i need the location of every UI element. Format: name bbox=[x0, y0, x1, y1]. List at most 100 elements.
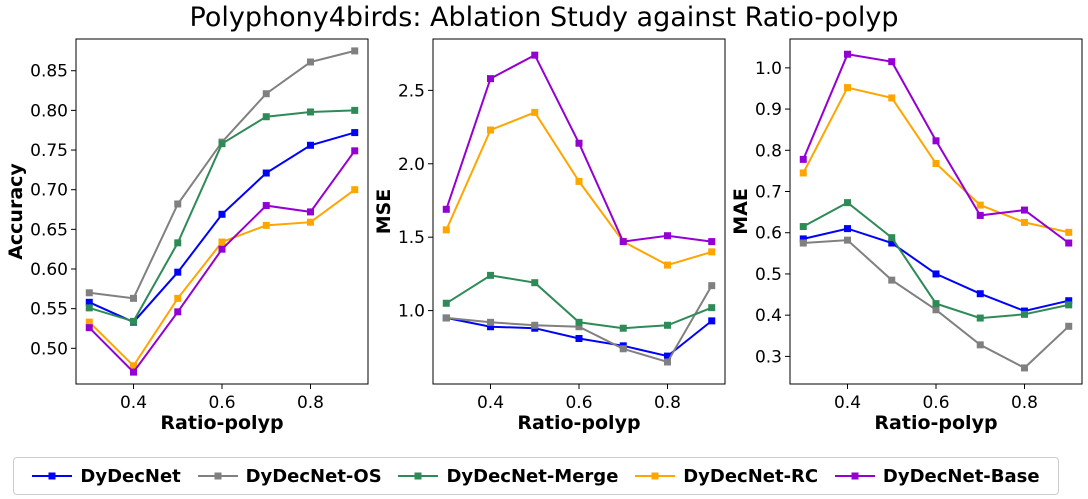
data-point bbox=[306, 108, 314, 116]
data-point bbox=[575, 334, 583, 342]
y-axis-label: Accuracy bbox=[5, 163, 27, 260]
data-point bbox=[799, 169, 807, 177]
y-tick-label: 0.65 bbox=[30, 220, 68, 240]
data-point bbox=[262, 202, 270, 210]
data-point bbox=[844, 84, 852, 92]
y-tick-label: 2.5 bbox=[398, 81, 425, 101]
data-point bbox=[888, 276, 896, 284]
data-point bbox=[351, 47, 359, 55]
data-point bbox=[663, 358, 671, 366]
legend-item: DyDecNet-Merge bbox=[398, 466, 618, 487]
data-point bbox=[932, 300, 940, 308]
legend-swatch bbox=[398, 472, 439, 480]
series-line-3 bbox=[802, 86, 1069, 234]
legend: DyDecNet DyDecNet-OS DyDecNet-Merge DyDecNe… bbox=[13, 457, 1059, 495]
data-point bbox=[174, 200, 182, 208]
legend-label: DyDecNet-RC bbox=[683, 465, 819, 487]
y-tick-label: 0.60 bbox=[30, 260, 68, 280]
data-point bbox=[799, 235, 807, 243]
legend-label: DyDecNet-Merge bbox=[446, 465, 619, 487]
y-tick-label: 0.6 bbox=[755, 224, 782, 244]
y-tick-label: 0.7 bbox=[755, 183, 782, 203]
data-point bbox=[663, 321, 671, 329]
legend-swatch bbox=[32, 472, 73, 480]
data-point bbox=[932, 159, 940, 167]
data-point bbox=[575, 139, 583, 147]
x-tick-label: 0.6 bbox=[565, 393, 592, 413]
y-tick-label: 1.0 bbox=[398, 302, 425, 322]
x-tick-label: 0.6 bbox=[922, 393, 949, 413]
y-tick-label: 1.5 bbox=[398, 228, 425, 248]
x-tick-label: 0.6 bbox=[208, 393, 235, 413]
legend-marker bbox=[214, 472, 222, 480]
data-point bbox=[663, 232, 671, 240]
data-point bbox=[663, 261, 671, 269]
data-point bbox=[130, 362, 138, 370]
data-point bbox=[708, 282, 716, 290]
data-point bbox=[844, 225, 852, 233]
y-tick-label: 0.50 bbox=[30, 339, 68, 359]
data-point bbox=[351, 129, 359, 137]
data-point bbox=[888, 94, 896, 102]
data-point bbox=[306, 218, 314, 226]
data-point bbox=[1065, 228, 1073, 236]
series-line-4 bbox=[88, 150, 356, 374]
data-point bbox=[130, 294, 138, 302]
y-axis-label: MAE bbox=[730, 188, 752, 235]
series-line-3 bbox=[445, 111, 712, 267]
data-point bbox=[85, 318, 93, 326]
axes-frame bbox=[75, 38, 369, 385]
x-tick-label: 0.4 bbox=[834, 393, 861, 413]
chart-panel-1: 0.4 0.6 0.8 1.0 1.5 2.0 2.5 Ratio-polyp MSE bbox=[373, 38, 726, 434]
legend-marker bbox=[48, 472, 56, 480]
data-point bbox=[708, 248, 716, 256]
data-point bbox=[663, 352, 671, 360]
series-line-0 bbox=[88, 131, 355, 324]
data-point bbox=[487, 75, 495, 83]
data-point bbox=[487, 318, 495, 326]
data-point bbox=[1020, 218, 1028, 226]
data-point bbox=[174, 294, 182, 302]
data-point bbox=[306, 208, 314, 216]
data-point bbox=[575, 323, 583, 331]
legend-item: DyDecNet-Base bbox=[834, 465, 1040, 487]
chart-panel-2: 0.4 0.6 0.8 0.3 0.4 0.5 0.6 0.7 0.8 0.9 1.0 Ratio-p… bbox=[730, 38, 1083, 434]
legend-swatch bbox=[834, 472, 875, 480]
data-point bbox=[1065, 322, 1073, 330]
y-tick-label: 0.8 bbox=[755, 141, 782, 161]
data-point bbox=[619, 345, 627, 353]
data-point bbox=[531, 108, 539, 116]
data-point bbox=[844, 236, 852, 244]
data-point bbox=[487, 271, 495, 279]
series-line-4 bbox=[445, 53, 712, 243]
data-point bbox=[888, 234, 896, 242]
data-point bbox=[976, 201, 984, 209]
data-point bbox=[442, 205, 450, 213]
data-point bbox=[487, 126, 495, 134]
data-point bbox=[130, 317, 138, 325]
data-point bbox=[306, 58, 314, 66]
data-point bbox=[932, 270, 940, 278]
legend-label: DyDecNet-Base bbox=[882, 465, 1040, 487]
data-point bbox=[932, 306, 940, 314]
y-tick-label: 1.0 bbox=[755, 59, 782, 79]
x-tick-label: 0.8 bbox=[1011, 393, 1038, 413]
y-tick-label: 0.85 bbox=[30, 62, 68, 82]
data-point bbox=[1065, 239, 1073, 247]
legend-item: DyDecNet bbox=[32, 466, 181, 487]
data-point bbox=[1065, 301, 1073, 309]
data-point bbox=[1065, 297, 1073, 305]
legend-label: DyDecNet-OS bbox=[245, 465, 382, 487]
charts-canvas: 0.4 0.6 0.8 0.50 0.55 0.60 0.65 0.70 0.75 0.80 0.8… bbox=[5, 38, 1083, 434]
series-line-4 bbox=[802, 53, 1070, 244]
data-point bbox=[1020, 364, 1028, 372]
data-point bbox=[888, 58, 896, 66]
data-point bbox=[799, 239, 807, 247]
data-point bbox=[531, 321, 539, 329]
data-point bbox=[888, 239, 896, 247]
x-tick-label: 0.4 bbox=[477, 393, 504, 413]
data-point bbox=[85, 289, 93, 297]
data-point bbox=[531, 51, 539, 59]
data-point bbox=[351, 147, 359, 155]
data-point bbox=[487, 323, 495, 331]
